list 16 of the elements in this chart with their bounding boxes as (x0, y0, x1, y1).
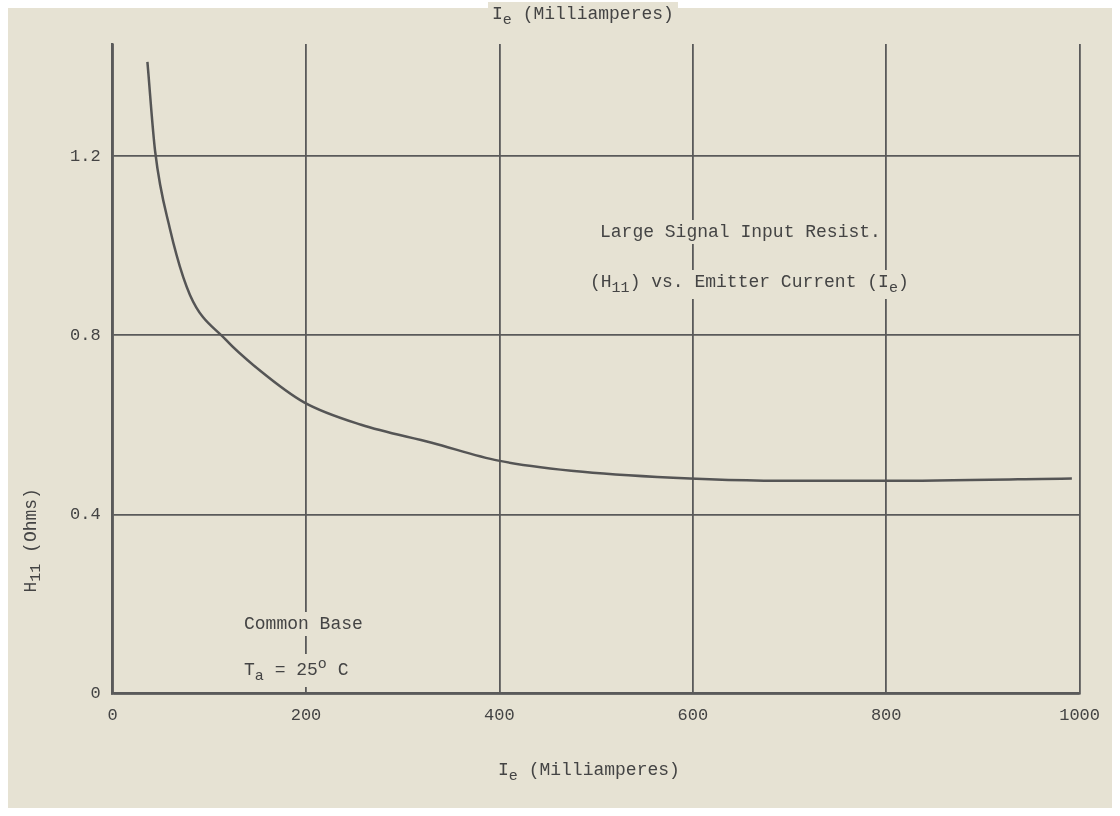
y-tick-label: 1.2 (70, 146, 101, 166)
y-tick-label: 0.4 (70, 504, 101, 524)
annotation: Common Base (240, 612, 367, 636)
x-tick-label: 600 (677, 706, 709, 726)
y-tick-label: 0 (90, 684, 101, 704)
x-tick-label: 0 (107, 706, 118, 726)
annotation: T$_{a}$ = 25$^{o}$ C (240, 654, 353, 687)
annotation: (H$_{11}$) vs. Emitter Current (I$_{e}$) (586, 270, 913, 299)
text: I$_{e}$ (Milliamperes) (488, 2, 678, 31)
x-axis-title: I$_{e}$ (Milliamperes) (498, 760, 680, 785)
x-tick-label: 1000 (1059, 706, 1100, 726)
x-tick-label: 800 (870, 706, 902, 726)
annotation: Large Signal Input Resist. (596, 220, 885, 244)
x-tick-label: 200 (290, 706, 322, 726)
x-tick-label: 400 (484, 706, 515, 726)
y-tick-label: 0.8 (70, 325, 101, 345)
